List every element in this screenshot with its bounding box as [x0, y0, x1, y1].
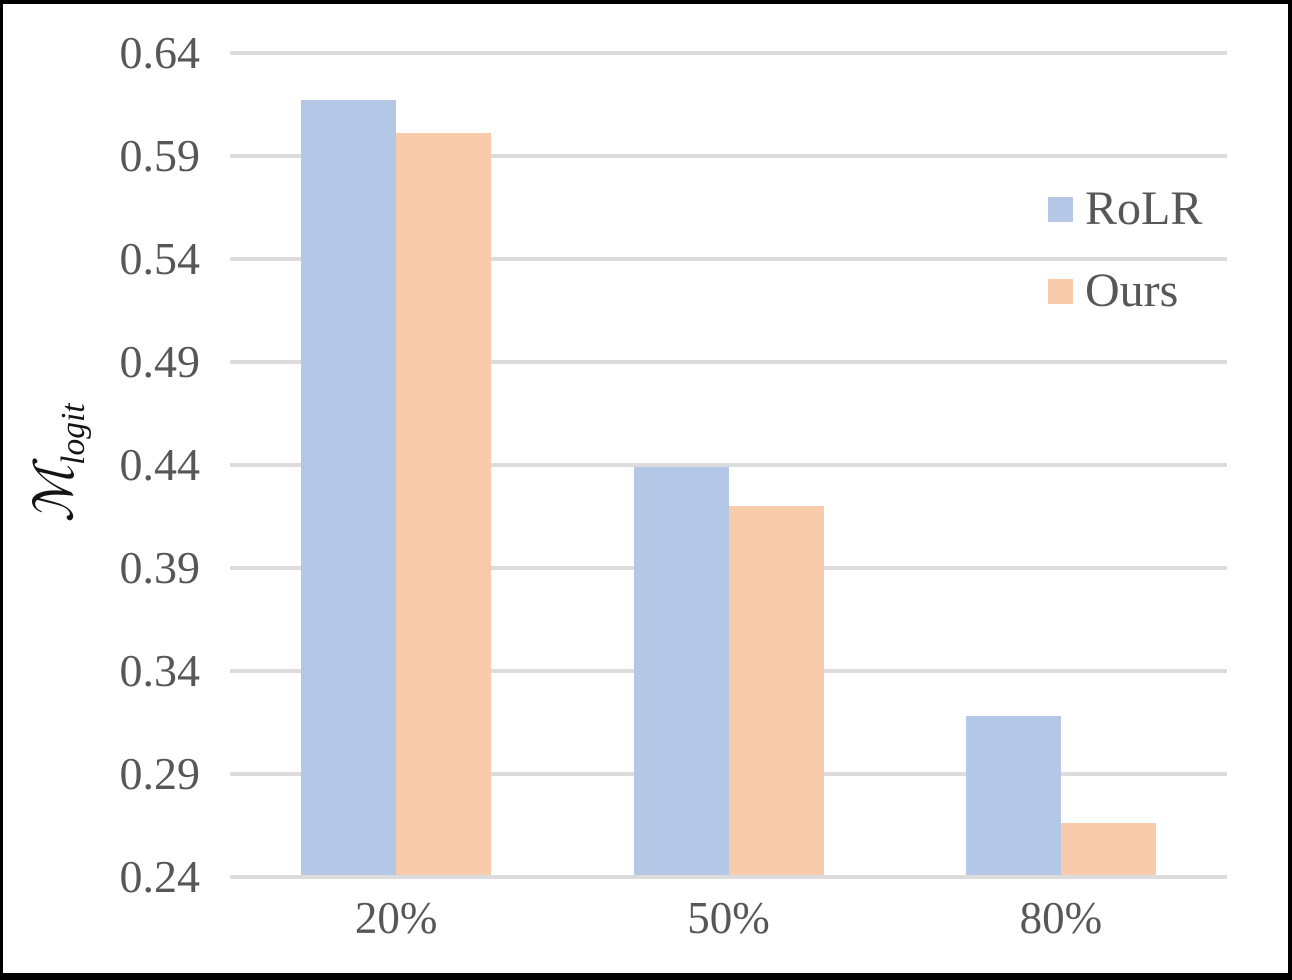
legend-swatch-rolr-icon	[1048, 196, 1073, 222]
bar-ours-20pct	[396, 133, 492, 875]
y-tick-label-0.44: 0.44	[119, 439, 201, 490]
y-tick-label-0.54: 0.54	[119, 233, 201, 284]
x-tick-label-20pct: 20%	[354, 893, 438, 943]
gridline-0.44	[230, 463, 1227, 467]
bar-rolr-50pct	[633, 467, 729, 875]
x-tick-label-80pct: 80%	[1019, 893, 1103, 943]
bar-ours-50pct	[728, 506, 824, 875]
legend-label-ours: Ours	[1085, 264, 1179, 317]
bar-rolr-80pct	[965, 716, 1061, 875]
legend-item-rolr: RoLR	[1048, 184, 1202, 234]
y-tick-label-0.49: 0.49	[119, 336, 201, 387]
gridline-0.49	[230, 360, 1227, 364]
gridline-0.54	[230, 257, 1227, 261]
x-tick-label-50pct: 50%	[687, 893, 770, 943]
gridline-0.24	[230, 875, 1227, 879]
legend: RoLR Ours	[1048, 184, 1202, 316]
bar-ours-80pct	[1060, 823, 1156, 875]
gridline-0.64	[230, 51, 1227, 55]
bar-rolr-20pct	[301, 100, 397, 875]
y-tick-label-0.24: 0.24	[119, 851, 201, 902]
y-tick-label-0.64: 0.64	[119, 27, 201, 78]
y-tick-label-0.34: 0.34	[119, 645, 201, 696]
y-tick-label-0.29: 0.29	[119, 748, 201, 799]
y-tick-label-0.59: 0.59	[119, 130, 201, 181]
y-tick-label-0.39: 0.39	[119, 542, 201, 593]
legend-item-ours: Ours	[1048, 266, 1202, 316]
gridline-0.59	[230, 154, 1227, 158]
legend-swatch-ours-icon	[1048, 278, 1073, 304]
legend-label-rolr: RoLR	[1085, 182, 1203, 235]
